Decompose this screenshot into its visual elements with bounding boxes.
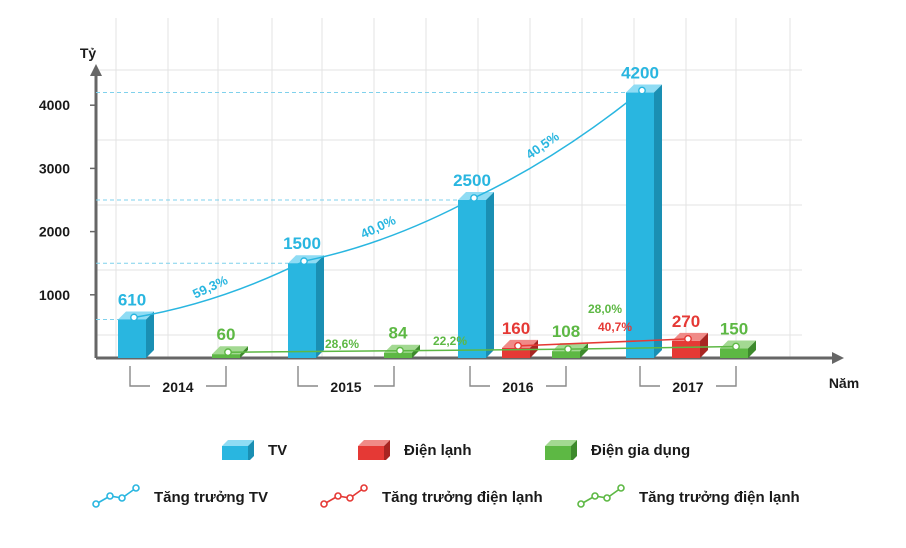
- bar-điện-gia-dụng-2017: [720, 348, 748, 358]
- bar-tv-2015: [288, 263, 316, 358]
- category-label-bg-2015: [318, 376, 374, 396]
- growth-label-dien-gia-dung-0: 28,6%: [325, 337, 359, 351]
- bar-value-label-điện-gia-dụng-2014: 60: [217, 325, 236, 344]
- category-label-2016: 2016: [502, 379, 533, 395]
- legend-label-dien-gia-dung: Điện gia dụng: [591, 441, 691, 459]
- growth-dien-lanh-line-icon: [320, 484, 368, 508]
- growth-label-dien-lanh-0: 40,7%: [598, 320, 632, 334]
- bar-side-điện-gia-dụng-2017: [748, 340, 756, 358]
- bar-value-label-điện-gia-dụng-2015: 84: [389, 324, 408, 343]
- legend-label-growth-tv: Tăng trưởng TV: [154, 488, 269, 506]
- bar-điện-gia-dụng-2014: [212, 354, 240, 358]
- category-label-bg-2017: [660, 376, 716, 396]
- growth-point-0-0: [130, 313, 138, 322]
- legend-item-growth-tv: Tăng trưởng TV: [92, 484, 268, 510]
- growth-point-1-0: [514, 341, 522, 350]
- legend-item-dien-gia-dung: Điện gia dụng: [545, 440, 690, 460]
- bar-điện-gia-dụng-2016: [552, 351, 580, 358]
- legend-item-growth-dien-gia-dung: Tăng trưởng điện lạnh: [577, 484, 800, 510]
- x-axis-arrow-icon: [832, 352, 844, 364]
- category-label-bg-2016: [490, 376, 546, 396]
- bar-side-tv-2016: [486, 192, 494, 358]
- legend-label-growth-dien-gia-dung: Tăng trưởng điện lạnh: [639, 488, 800, 506]
- legend-label-tv: TV: [268, 441, 288, 459]
- growth-label-dien-gia-dung-2: 28,0%: [588, 302, 622, 316]
- bar-value-label-tv-2016: 2500: [453, 171, 491, 190]
- growth-point-2-2: [564, 345, 572, 354]
- bar-value-label-điện-gia-dụng-2016: 108: [552, 322, 580, 341]
- bar-side-tv-2017: [654, 84, 662, 358]
- legend-label-dien-lanh: Điện lạnh: [404, 441, 472, 459]
- y-tick-label-3000: 3000: [39, 160, 70, 176]
- bar-side-tv-2015: [316, 255, 324, 358]
- growth-point-0-3: [638, 86, 646, 95]
- bar-value-label-điện-lạnh-2016: 160: [502, 319, 530, 338]
- bar-value-label-tv-2015: 1500: [283, 234, 321, 253]
- growth-label-tv-0: 59,3%: [190, 272, 230, 301]
- category-label-2017: 2017: [672, 379, 703, 395]
- growth-point-2-0: [224, 348, 232, 357]
- bar-tv-2016: [458, 200, 486, 358]
- y-tick-label-1000: 1000: [39, 287, 70, 303]
- bar-value-label-tv-2014: 610: [118, 290, 146, 309]
- bar-side-điện-gia-dụng-2015: [412, 344, 420, 358]
- bar-value-label-điện-gia-dụng-2017: 150: [720, 320, 748, 339]
- growth-point-0-2: [470, 194, 478, 202]
- bar-side-điện-gia-dụng-2016: [580, 343, 588, 358]
- bar-tv-2017: [626, 92, 654, 358]
- legend-item-dien-lanh: Điện lạnh: [358, 440, 472, 460]
- category-label-bg-2014: [150, 376, 206, 396]
- growth-dien-gia-dung-line-icon: [577, 484, 625, 508]
- bar-side-tv-2014: [146, 311, 154, 358]
- growth-label-dien-gia-dung-1: 22,2%: [433, 334, 467, 348]
- y-tick-label-2000: 2000: [39, 224, 70, 240]
- legend-label-growth-dien-lanh: Tăng trưởng điện lạnh: [382, 488, 543, 506]
- bar-điện-lạnh-2017: [672, 340, 700, 358]
- growth-point-0-1: [300, 257, 308, 266]
- y-tick-label-4000: 4000: [39, 97, 70, 113]
- y-axis-title: Tỷ: [80, 45, 97, 61]
- growth-line-2: [227, 345, 737, 353]
- dien-gia-dung-swatch-icon: [545, 440, 577, 460]
- growth-label-tv-1: 40,0%: [358, 212, 398, 241]
- growth-point-2-3: [732, 342, 740, 351]
- bar-tv-2014: [118, 319, 146, 358]
- growth-label-tv-2: 40,5%: [523, 128, 562, 162]
- dien-lanh-swatch-icon: [358, 440, 390, 460]
- legend-item-growth-dien-lanh: Tăng trưởng điện lạnh: [320, 484, 543, 510]
- y-axis-arrow-icon: [90, 64, 102, 76]
- category-label-2015: 2015: [330, 379, 361, 395]
- growth-tv-line-icon: [92, 484, 140, 508]
- growth-point-1-1: [684, 335, 692, 343]
- category-label-2014: 2014: [162, 379, 193, 395]
- tv-swatch-icon: [222, 440, 254, 460]
- growth-line-0: [133, 89, 643, 319]
- bar-value-label-tv-2017: 4200: [621, 64, 659, 83]
- x-axis-title: Năm: [829, 375, 859, 391]
- bar-value-label-điện-lạnh-2017: 270: [672, 312, 700, 331]
- growth-point-2-1: [396, 346, 404, 355]
- bar-side-điện-lạnh-2017: [700, 332, 708, 358]
- bar-điện-lạnh-2016: [502, 347, 530, 358]
- legend-item-tv: TV: [222, 440, 287, 460]
- bar-điện-gia-dụng-2015: [384, 352, 412, 358]
- growth-line-1: [517, 338, 689, 347]
